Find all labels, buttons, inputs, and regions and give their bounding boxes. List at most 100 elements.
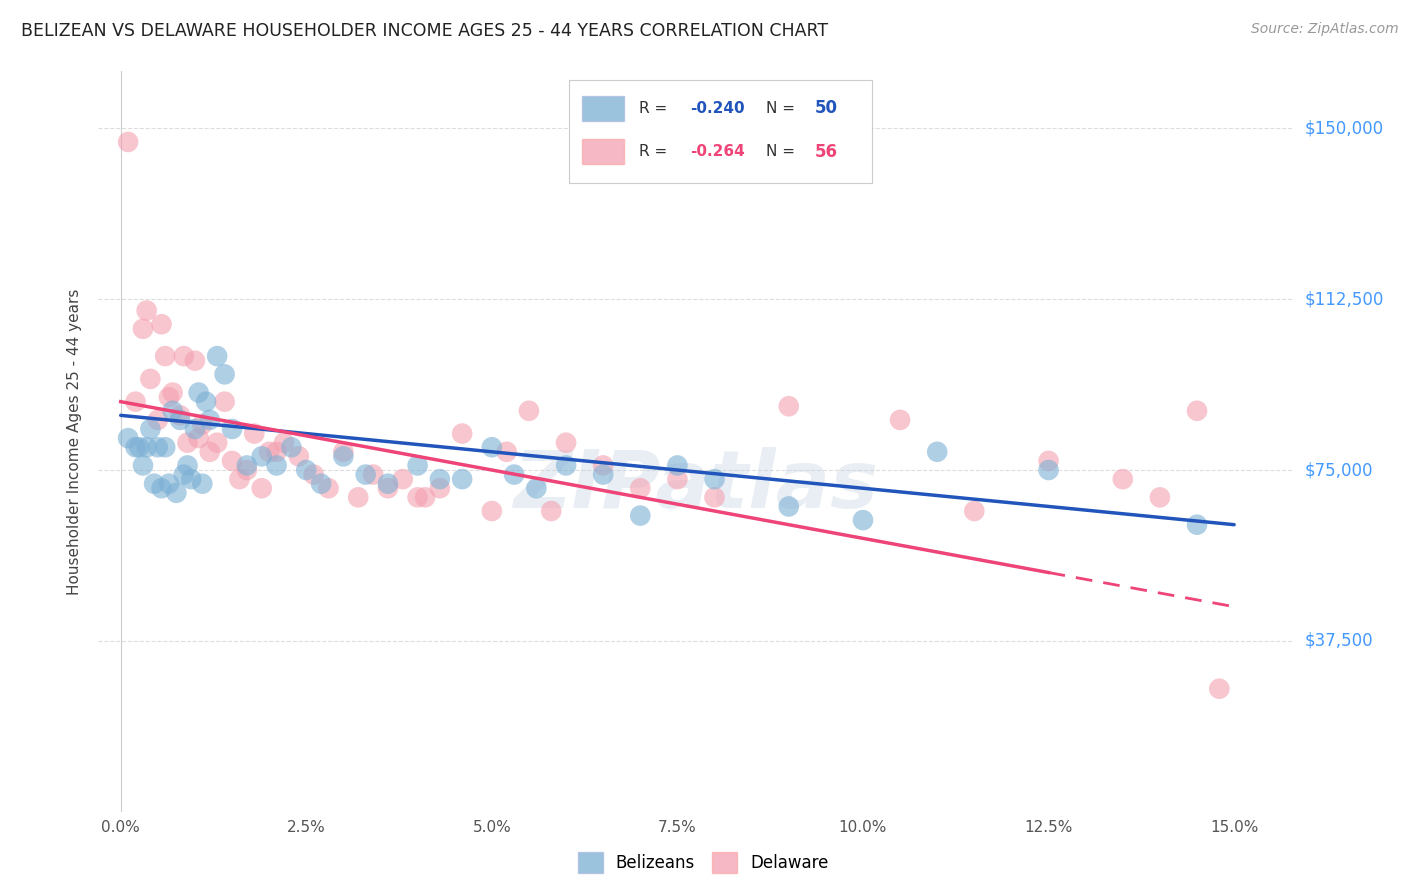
Point (429, 481, 451, 495)
Point (173, 467, 195, 482)
Point (135, 440, 157, 454)
Point (250, 481, 273, 495)
Point (169, 409, 191, 423)
Point (778, 399, 800, 413)
Point (703, 491, 725, 505)
Point (503, 467, 526, 482)
Text: N =: N = (766, 101, 800, 116)
Point (184, 353, 207, 368)
Point (205, 435, 228, 450)
Point (124, 394, 146, 409)
Point (481, 440, 503, 454)
Point (162, 404, 184, 418)
Point (184, 422, 207, 436)
Point (236, 463, 259, 477)
Point (778, 500, 800, 514)
Point (128, 440, 150, 454)
Point (187, 431, 209, 445)
Point (406, 458, 429, 473)
Text: 56: 56 (814, 143, 838, 161)
Point (124, 440, 146, 454)
Point (155, 440, 177, 454)
Point (243, 426, 266, 441)
Point (117, 135, 139, 149)
FancyBboxPatch shape (582, 139, 624, 164)
Text: -0.264: -0.264 (690, 145, 745, 159)
Point (221, 454, 243, 468)
Point (214, 368, 236, 382)
Point (451, 472, 474, 486)
Text: ZIPatlas: ZIPatlas (513, 447, 879, 525)
Point (592, 458, 614, 473)
Point (146, 413, 169, 427)
Point (377, 481, 399, 495)
Point (451, 426, 474, 441)
Point (198, 413, 221, 427)
Point (524, 481, 547, 495)
Text: R =: R = (638, 101, 672, 116)
Point (228, 472, 250, 486)
Point (889, 413, 911, 427)
Point (165, 485, 187, 500)
Point (1112, 472, 1135, 486)
Point (191, 417, 214, 432)
Point (157, 476, 180, 491)
Point (214, 394, 236, 409)
Point (273, 435, 295, 450)
Point (173, 349, 195, 363)
Text: 50: 50 (814, 100, 838, 118)
Point (150, 481, 173, 495)
Text: $75,000: $75,000 (1305, 461, 1374, 479)
Point (628, 481, 651, 495)
Point (332, 444, 354, 458)
Point (302, 467, 325, 482)
FancyBboxPatch shape (582, 95, 624, 121)
Point (236, 458, 259, 473)
Point (257, 444, 280, 458)
Point (280, 440, 302, 454)
Point (495, 444, 517, 458)
Text: R =: R = (638, 145, 672, 159)
Text: $150,000: $150,000 (1305, 120, 1384, 137)
Point (347, 491, 370, 505)
Point (309, 476, 332, 491)
Point (703, 472, 725, 486)
Point (1038, 463, 1060, 477)
Point (155, 349, 177, 363)
Point (391, 472, 413, 486)
Point (295, 463, 318, 477)
Point (132, 458, 155, 473)
Point (354, 467, 377, 482)
Point (157, 390, 180, 404)
Text: $37,500: $37,500 (1305, 632, 1374, 650)
Point (666, 458, 689, 473)
Point (1149, 491, 1171, 505)
Point (481, 504, 503, 518)
Point (195, 394, 218, 409)
Point (332, 450, 354, 464)
Point (852, 513, 875, 527)
Point (406, 491, 429, 505)
Point (266, 458, 288, 473)
Point (150, 317, 173, 331)
Legend: Belizeans, Delaware: Belizeans, Delaware (571, 846, 835, 880)
Point (198, 444, 221, 458)
Point (628, 508, 651, 523)
Point (1185, 517, 1208, 532)
Point (180, 472, 202, 486)
Text: BELIZEAN VS DELAWARE HOUSEHOLDER INCOME AGES 25 - 44 YEARS CORRELATION CHART: BELIZEAN VS DELAWARE HOUSEHOLDER INCOME … (21, 22, 828, 40)
Text: $112,500: $112,500 (1305, 290, 1384, 308)
Point (135, 303, 157, 318)
Point (221, 422, 243, 436)
Point (413, 491, 436, 505)
Point (176, 435, 198, 450)
Point (132, 322, 155, 336)
Point (361, 467, 384, 482)
Point (927, 444, 949, 458)
Point (318, 481, 340, 495)
Text: N =: N = (766, 145, 800, 159)
Point (139, 422, 162, 436)
Point (540, 504, 562, 518)
Point (1038, 454, 1060, 468)
Point (250, 450, 273, 464)
